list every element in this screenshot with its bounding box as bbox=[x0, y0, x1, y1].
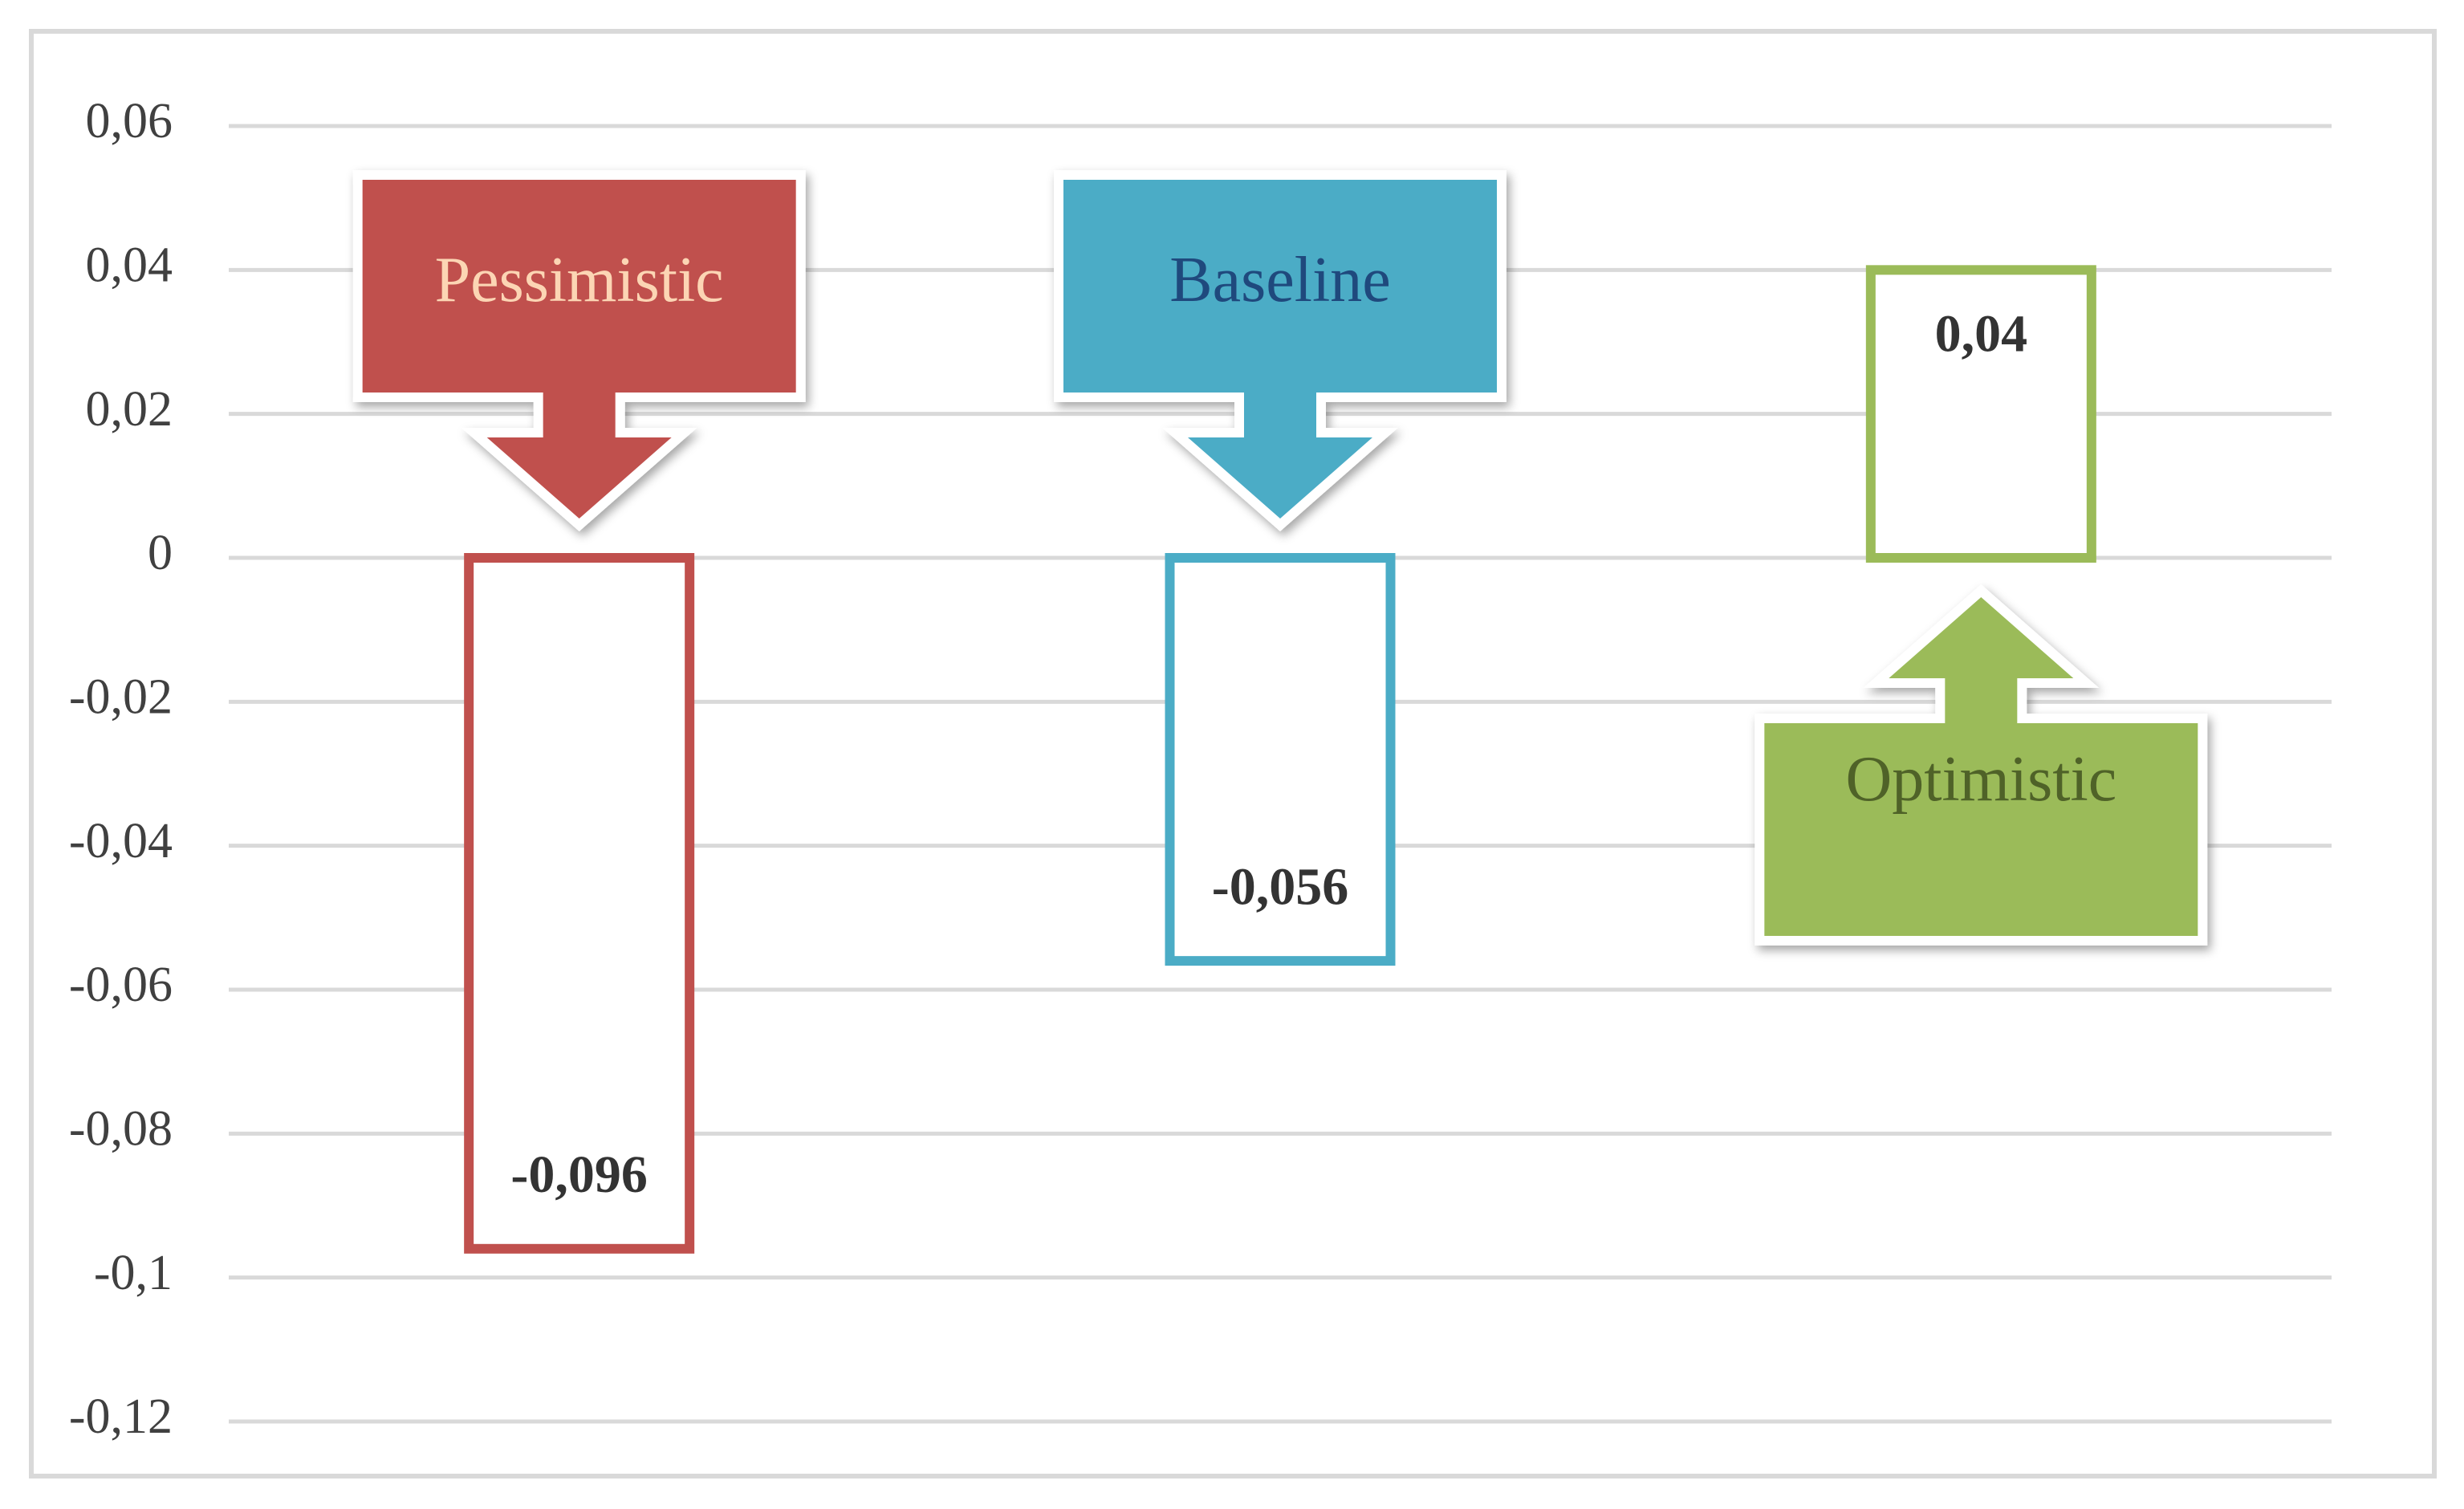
callout-fill bbox=[1764, 597, 2198, 936]
bar bbox=[464, 553, 695, 1254]
y-tick-label: -0,02 bbox=[69, 670, 173, 725]
category-label: Pessimistic bbox=[435, 245, 724, 315]
callout-fill bbox=[1063, 180, 1497, 519]
y-tick-label: 0,06 bbox=[86, 94, 173, 148]
y-tick-label: -0,08 bbox=[69, 1102, 173, 1157]
y-tick-label: -0,1 bbox=[94, 1246, 173, 1300]
category-label: Optimistic bbox=[1845, 744, 2116, 815]
category-label: Baseline bbox=[1169, 245, 1390, 315]
y-tick-label: 0,02 bbox=[86, 382, 173, 437]
data-label: 0,04 bbox=[1935, 304, 2028, 363]
bar bbox=[1865, 265, 2096, 563]
y-tick-label: -0,12 bbox=[69, 1389, 173, 1444]
y-tick-label: 0 bbox=[148, 526, 173, 580]
y-tick-label: -0,06 bbox=[69, 958, 173, 1012]
y-tick-label: 0,04 bbox=[86, 238, 173, 293]
bar bbox=[1165, 553, 1396, 966]
y-tick-label: -0,04 bbox=[69, 814, 173, 868]
callout-fill bbox=[362, 180, 796, 519]
data-label: -0,096 bbox=[510, 1145, 647, 1204]
data-label: -0,056 bbox=[1212, 857, 1348, 916]
